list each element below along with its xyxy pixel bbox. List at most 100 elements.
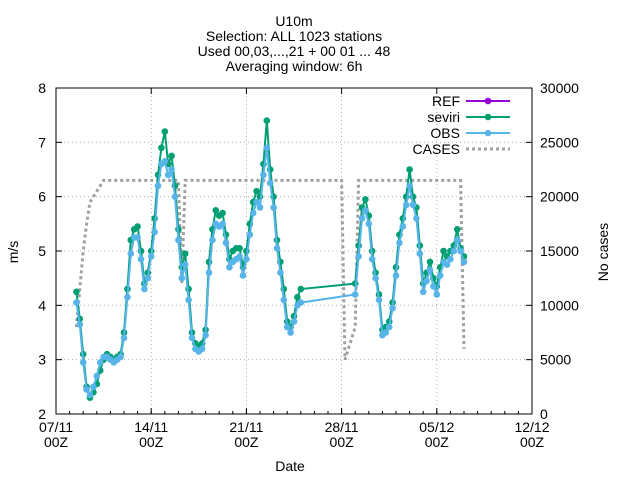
legend-marker [484,97,492,105]
data-point-obs [137,255,145,263]
x-tick-label-hour: 00Z [425,434,450,450]
y-tick-label: 6 [38,189,46,205]
data-point-obs [79,359,87,366]
data-point-obs [375,296,383,304]
data-point-obs [389,304,396,312]
data-point-obs [266,179,274,187]
data-point-obs [433,291,441,298]
data-point-obs [76,321,84,328]
data-point-seviri [426,258,434,266]
x-tick-label: 07/11 [39,419,73,435]
data-point-obs [413,215,420,222]
y-tick-label: 3 [38,352,46,368]
y2-axis: 0 5000 10000 15000 20000 25000 30000 [526,80,579,422]
data-point-obs [175,236,182,244]
data-point-obs [168,166,175,173]
y-tick-label: 5 [38,243,46,259]
data-point-obs [263,144,271,152]
data-point-obs [392,272,400,279]
data-point-obs [246,231,254,238]
data-point-seviri [362,196,369,203]
data-point-obs [402,201,410,209]
data-point-obs [144,274,152,282]
data-point-obs [351,291,359,298]
data-point-obs [93,372,101,380]
data-point-obs [171,193,179,200]
x-tick-label-hour: 00Z [139,434,164,450]
data-point-obs [460,258,468,266]
y-axis-label: m/s [5,241,21,264]
series-group [73,117,468,402]
data-point-obs [355,253,362,260]
data-point-obs [273,245,281,252]
data-point-obs [117,353,124,361]
legend-marker [484,113,492,121]
y2-tick-label: 20000 [540,189,579,205]
data-point-seviri [158,144,165,152]
data-point-obs [249,209,257,217]
data-point-obs [277,269,284,277]
data-point-obs [260,171,267,179]
title-line: Used 00,03,...,21 + 00 01 ... 48 [198,43,391,59]
data-point-obs [430,283,437,290]
data-point-obs [372,274,379,282]
data-point-seviri [263,117,271,124]
data-point-seviri [440,247,447,255]
data-point-seviri [253,187,260,195]
data-point-obs [219,220,226,228]
data-point-obs [399,223,407,230]
data-point-obs [443,261,451,268]
x-tick-label-hour: 00Z [520,434,545,450]
data-point-obs [396,239,403,247]
data-point-obs [423,277,430,285]
data-point-obs [73,299,80,306]
y-axis: 2 3 4 5 6 7 8 [38,80,62,422]
data-point-obs [96,359,104,366]
data-point-seviri [236,245,243,252]
y2-axis-label: No cases [595,223,611,281]
y-tick-label: 4 [38,297,46,313]
legend-label: seviri [427,109,460,125]
data-point-obs [297,299,305,306]
data-point-obs [124,293,131,301]
data-point-seviri [161,128,169,135]
data-point-obs [151,228,158,236]
data-point-obs [222,239,230,247]
series-line-seviri [75,120,465,401]
y2-tick-label: 10000 [540,297,579,313]
data-point-obs [198,345,206,353]
data-point-obs [86,391,94,399]
x-tick-label: 21/11 [229,419,263,435]
x-axis-label: Date [275,458,305,474]
data-point-seviri [181,250,189,257]
y-tick-label: 7 [38,134,46,150]
data-point-obs [362,207,369,214]
data-point-obs [287,329,294,336]
data-point-obs [141,285,148,293]
data-point-seviri [134,223,141,230]
data-point-obs [178,274,186,282]
data-point-obs [368,255,376,263]
y2-tick-label: 5000 [540,352,571,368]
data-point-seviri [453,226,461,233]
x-tick-label: 28/11 [325,419,359,435]
data-point-obs [188,334,196,342]
legend-label: CASES [413,141,460,157]
y2-tick-label: 25000 [540,134,579,150]
data-point-obs [147,253,155,260]
data-point-obs [256,204,264,211]
series-cases [74,178,466,361]
data-point-obs [365,220,373,228]
data-point-seviri [406,166,413,173]
legend-label: OBS [430,125,460,141]
data-point-obs [416,250,424,257]
data-point-obs [283,323,291,331]
data-point-obs [239,272,247,279]
title-line: Selection: ALL 1023 stations [206,28,382,44]
data-point-obs [385,323,393,331]
x-tick-label-hour: 00Z [44,434,69,450]
y2-tick-label: 30000 [540,80,579,96]
x-axis: 07/1100Z14/1100Z21/1100Z28/1100Z05/1200Z… [39,88,550,450]
